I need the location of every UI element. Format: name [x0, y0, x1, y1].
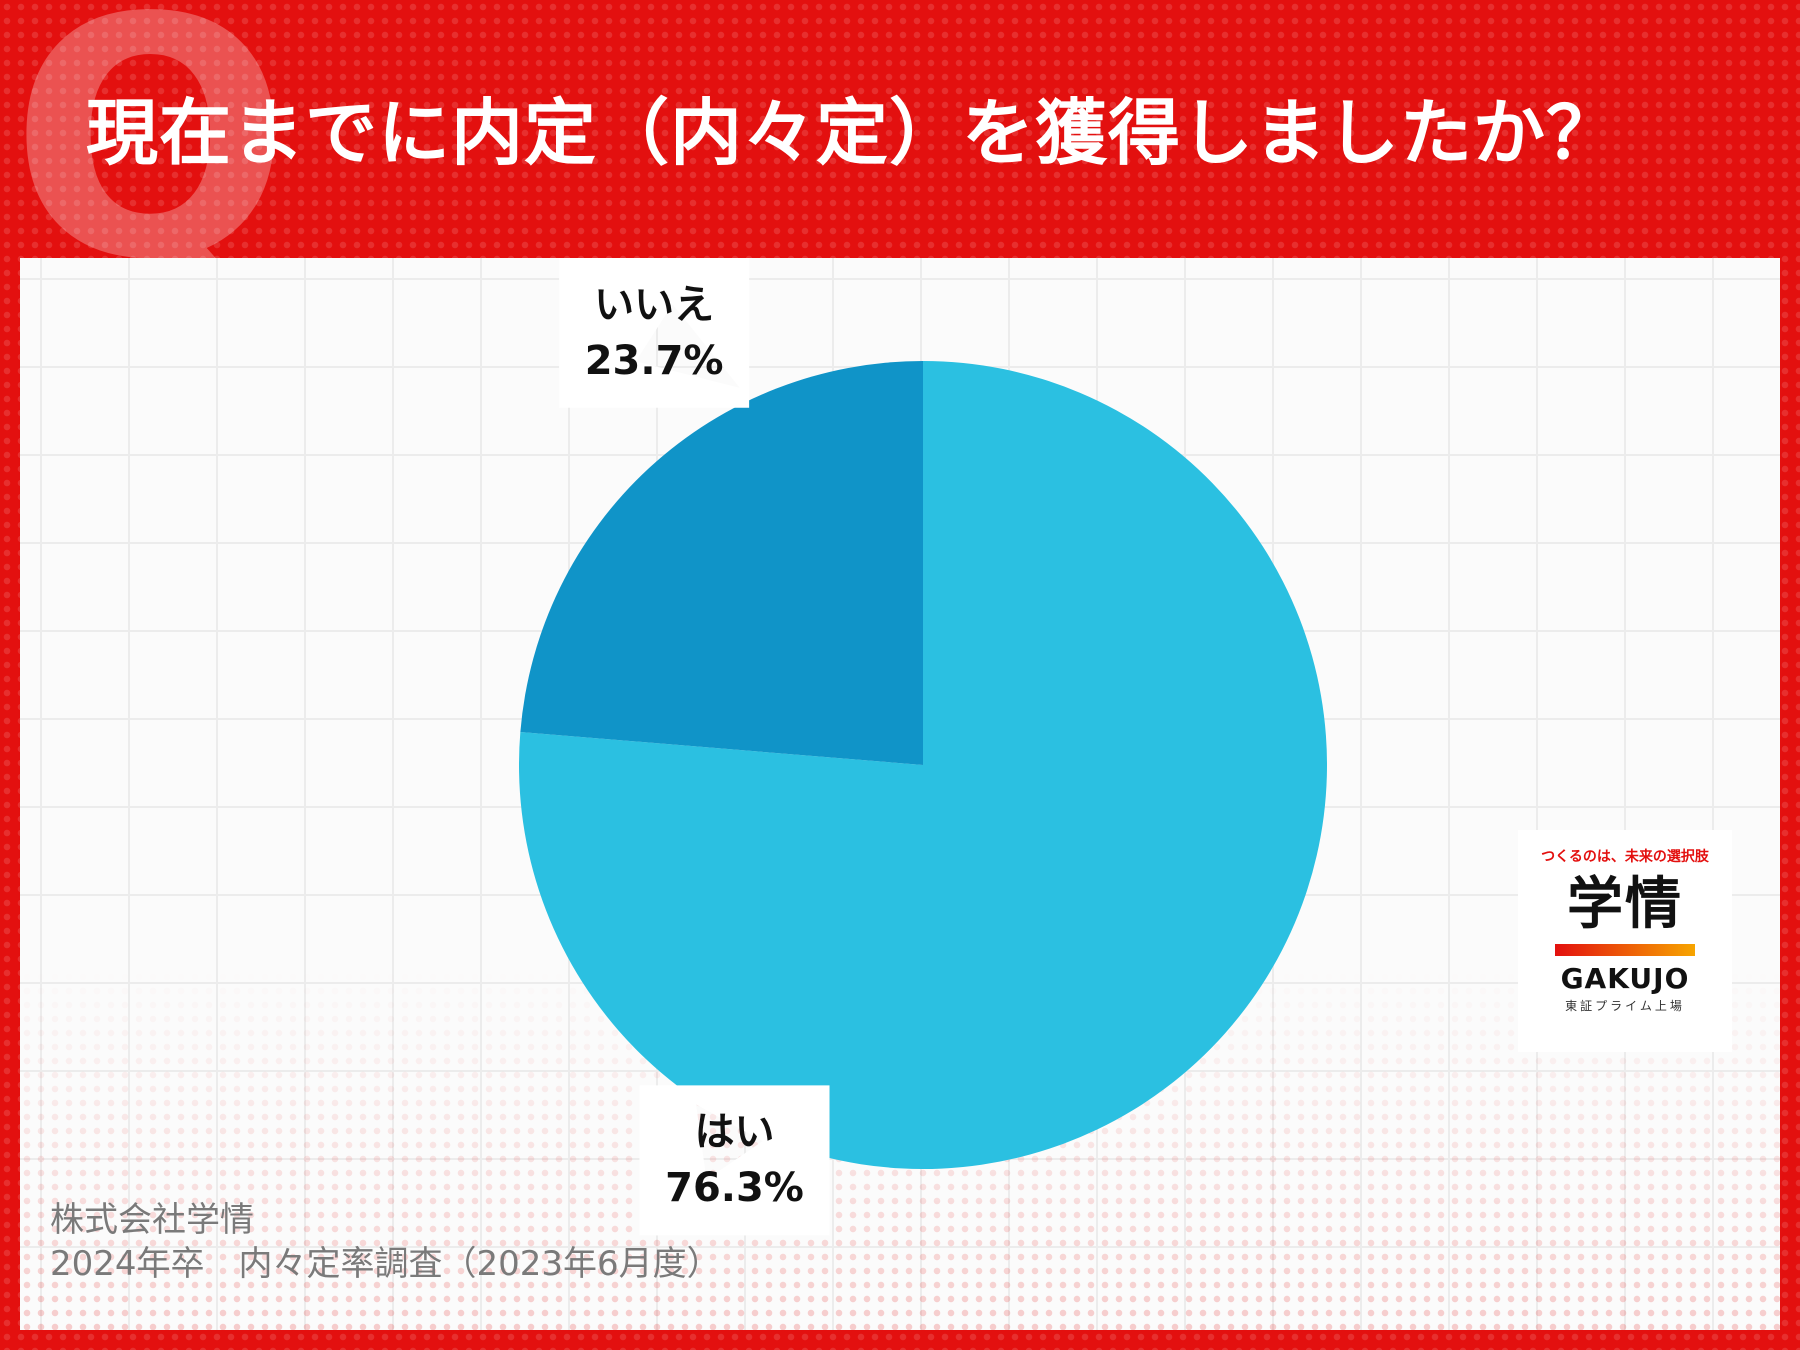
question-mark-watermark: Q — [10, 0, 291, 332]
slice-label-no-name: いいえ — [594, 281, 715, 328]
logo-name-en: GAKUJO — [1560, 962, 1690, 995]
page-title: 現在までに内定（内々定）を獲得しましたか？ — [86, 91, 1620, 175]
slice-label-yes-name: はい — [694, 1109, 775, 1156]
source-credit: 株式会社学情 2024年卒 内々定率調査（2023年6月度） — [50, 1198, 721, 1286]
pie-slice-1 — [520, 361, 923, 765]
slice-label-yes-value: 76.3% — [665, 1165, 804, 1212]
logo-listing: 東証プライム上場 — [1565, 999, 1685, 1013]
source-survey: 2024年卒 内々定率調査（2023年6月度） — [50, 1244, 721, 1284]
chart-panel: はい 76.3% いいえ 23.7% 株式会社学情 2024年卒 内々定率調査（… — [20, 258, 1780, 1330]
pie-chart — [519, 258, 1328, 1236]
logo-gradient-bar — [1555, 944, 1695, 956]
slice-label-no: いいえ 23.7% — [559, 277, 749, 389]
source-company: 株式会社学情 — [50, 1200, 254, 1240]
callout-bubble-0 — [639, 1085, 830, 1236]
logo-name-ja: 学情 — [1567, 872, 1683, 937]
pie-slice-0 — [519, 361, 1328, 1169]
callout-bubble-1 — [559, 258, 750, 408]
slice-label-no-value: 23.7% — [584, 337, 724, 384]
logo-tagline: つくるのは、未来の選択肢 — [1541, 849, 1709, 865]
company-logo: つくるのは、未来の選択肢 学情 GAKUJO 東証プライム上場 — [1518, 830, 1732, 1052]
slice-label-yes: はい 76.3% — [640, 1104, 830, 1216]
